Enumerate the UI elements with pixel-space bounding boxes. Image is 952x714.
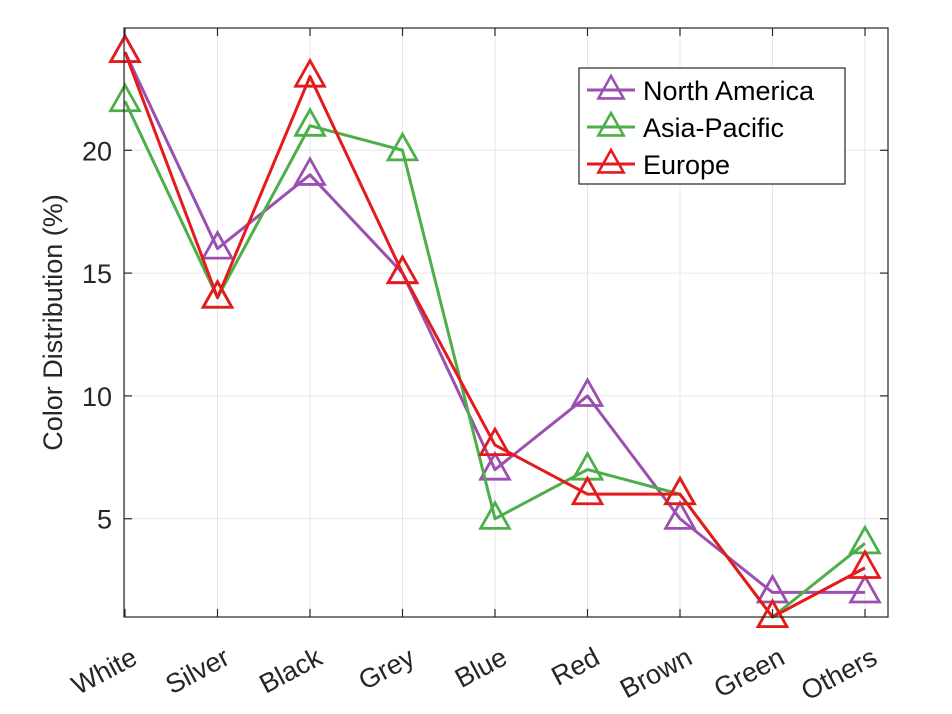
plot-frame	[123, 27, 889, 618]
axis-ticks	[124, 28, 888, 617]
data-point	[663, 475, 697, 506]
y-tick-label: 10	[82, 382, 112, 412]
data-point	[293, 155, 327, 186]
data-point	[570, 475, 605, 506]
data-point	[293, 106, 327, 137]
y-tick-labels: 5 10 15 20	[82, 136, 112, 534]
legend-marker	[596, 147, 626, 174]
data-point	[385, 131, 420, 162]
y-tick-label: 15	[82, 259, 112, 289]
data-point	[478, 450, 512, 481]
series-line	[123, 51, 866, 619]
legend-label: Europe	[643, 150, 730, 180]
data-point	[385, 254, 420, 285]
data-point	[200, 278, 235, 309]
data-point	[663, 499, 697, 530]
legend-marker	[596, 110, 626, 137]
data-point	[293, 57, 327, 88]
y-axis-label: Color Distribution (%)	[38, 194, 68, 451]
data-point	[478, 426, 512, 457]
legend: North America Asia-Pacific Europe	[578, 67, 846, 185]
data-point	[848, 573, 882, 604]
y-tick-label: 5	[97, 505, 112, 535]
legend-label: Asia-Pacific	[643, 113, 784, 143]
series-layer	[108, 33, 882, 628]
legend-label: North America	[643, 76, 815, 106]
y-tick-label: 20	[82, 136, 112, 166]
data-point	[200, 229, 235, 260]
data-point	[755, 598, 790, 628]
legend-marker	[596, 73, 626, 100]
data-point	[108, 82, 142, 113]
data-point	[108, 33, 142, 63]
data-point	[570, 377, 605, 407]
data-point	[848, 549, 882, 579]
series-europe	[108, 33, 882, 628]
data-point	[478, 499, 512, 530]
